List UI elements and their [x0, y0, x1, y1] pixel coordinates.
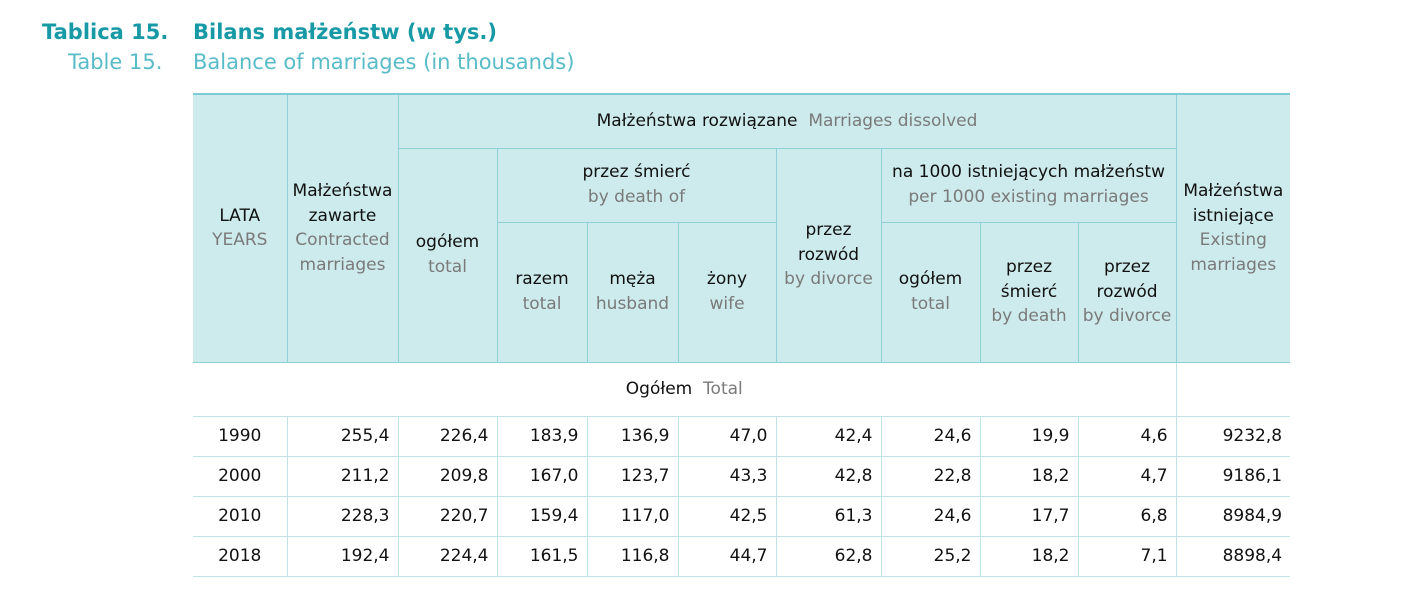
value-cell: 24,6: [880, 495, 981, 537]
year-cell: 1990: [193, 415, 288, 457]
table-number: Tablica 15.: [42, 20, 169, 44]
header-existing: Małżeństwa istniejące Existing marriages: [1175, 93, 1291, 363]
table-row: 2018 192,4 224,4 161,5 116,8 44,7 62,8 25,2 18,2…: [193, 535, 1291, 577]
value-cell: 209,8: [397, 455, 498, 497]
value-cell: 44,7: [677, 535, 777, 577]
header-husband: męża husband: [586, 221, 679, 363]
value-cell: 6,8: [1077, 495, 1177, 537]
value-cell: 9186,1: [1175, 455, 1291, 497]
value-cell: 24,6: [880, 415, 981, 457]
value-cell: 255,4: [286, 415, 399, 457]
year-cell: 2000: [193, 455, 288, 497]
table-row: 1990 255,4 226,4 183,9 136,9 47,0 42,4 24,6 19,9…: [193, 415, 1291, 457]
value-cell: 123,7: [586, 455, 679, 497]
value-cell: 19,9: [979, 415, 1079, 457]
value-cell: 8898,4: [1175, 535, 1291, 577]
header-contracted: Małżeństwa zawarte Contracted marriages: [286, 93, 399, 363]
section-empty: [1175, 361, 1291, 417]
year-cell: 2018: [193, 535, 288, 577]
value-cell: 117,0: [586, 495, 679, 537]
header-by-death: przez śmierć by death of: [496, 147, 777, 223]
value-cell: 183,9: [496, 415, 588, 457]
header-years: LATA YEARS: [193, 93, 288, 363]
marriages-table: LATA YEARS Małżeństwa zawarte Contracted m…: [193, 93, 1291, 577]
value-cell: 42,8: [775, 455, 882, 497]
value-cell: 42,5: [677, 495, 777, 537]
value-cell: 4,6: [1077, 415, 1177, 457]
value-cell: 61,3: [775, 495, 882, 537]
table-row: 2010 228,3 220,7 159,4 117,0 42,5 61,3 24,6 17,7…: [193, 495, 1291, 537]
section-total: Ogółem Total: [193, 361, 1177, 417]
table-title: Bilans małżeństw (w tys.): [193, 20, 497, 44]
header-dissolved: Małżeństwa rozwiązane Marriages dissolve…: [397, 93, 1177, 149]
header-razem: razem total: [497, 221, 588, 363]
year-cell: 2010: [193, 495, 288, 537]
value-cell: 161,5: [496, 535, 588, 577]
value-cell: 167,0: [496, 455, 588, 497]
value-cell: 43,3: [677, 455, 777, 497]
value-cell: 228,3: [286, 495, 399, 537]
table-row: 2000 211,2 209,8 167,0 123,7 43,3 42,8 22,8 18,2…: [193, 455, 1291, 497]
value-cell: 226,4: [397, 415, 498, 457]
value-cell: 62,8: [775, 535, 882, 577]
value-cell: 192,4: [286, 535, 399, 577]
value-cell: 8984,9: [1175, 495, 1291, 537]
header-per-divorce: przez rozwód by divorce: [1077, 221, 1177, 363]
value-cell: 47,0: [677, 415, 777, 457]
value-cell: 116,8: [586, 535, 679, 577]
header-per-death: przez śmierć by death: [979, 221, 1079, 363]
table-title-en: Balance of marriages (in thousands): [193, 50, 575, 74]
value-cell: 4,7: [1077, 455, 1177, 497]
header-divorce: przez rozwód by divorce: [775, 147, 882, 363]
value-cell: 136,9: [586, 415, 679, 457]
header-wife: żony wife: [677, 221, 777, 363]
header-total: ogółem total: [398, 147, 498, 363]
value-cell: 22,8: [880, 455, 981, 497]
value-cell: 224,4: [397, 535, 498, 577]
value-cell: 211,2: [286, 455, 399, 497]
table-number-en: Table 15.: [68, 50, 163, 74]
value-cell: 42,4: [775, 415, 882, 457]
value-cell: 18,2: [979, 455, 1079, 497]
value-cell: 7,1: [1077, 535, 1177, 577]
value-cell: 18,2: [979, 535, 1079, 577]
header-per-total: ogółem total: [880, 221, 981, 363]
value-cell: 159,4: [496, 495, 588, 537]
value-cell: 17,7: [979, 495, 1079, 537]
value-cell: 9232,8: [1175, 415, 1291, 457]
value-cell: 25,2: [880, 535, 981, 577]
header-per1000: na 1000 istniejących małżeństw per 1000 e…: [880, 147, 1177, 223]
value-cell: 220,7: [397, 495, 498, 537]
